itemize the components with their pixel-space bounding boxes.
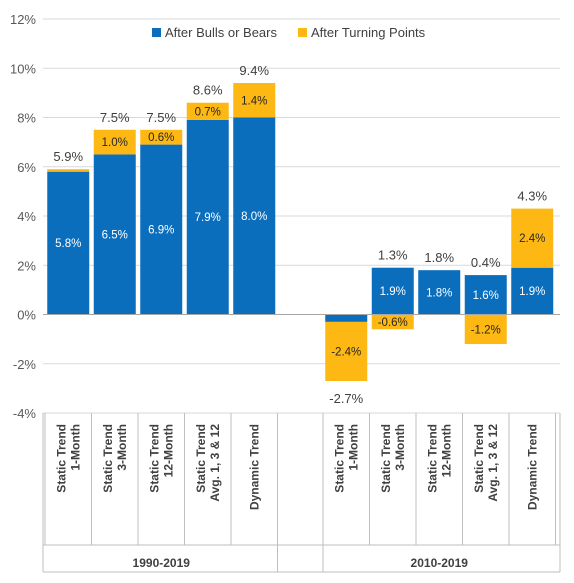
y-tick-label: 2%: [17, 258, 36, 273]
turning-points-value-label: 0.7%: [195, 106, 221, 118]
turning-points-value-label: -1.2%: [471, 324, 501, 336]
y-tick-label: 10%: [10, 61, 36, 76]
category-label: Static Trend: [194, 424, 208, 493]
turning-points-value-label: -0.6%: [378, 317, 408, 329]
bulls-or-bears-value-label: 6.9%: [148, 225, 174, 237]
category-label: Avg. 1, 3 & 12: [486, 424, 500, 502]
data-labels: 5.8% 5.9% 1.0% 6.5% 7.5% 0.6% 6.9% 7.5% 0.7% 7.9%…: [53, 63, 547, 406]
legend-swatch-after-turning-points: [298, 28, 307, 37]
bar-after-bulls-or-bears: [511, 267, 554, 315]
y-axis-ticks: -4% -2% 0% 2% 4% 6% 8% 10% 12%: [10, 12, 36, 421]
bar-after-turning-points: [511, 208, 554, 268]
category-label: 1-Month: [346, 424, 360, 471]
y-tick-label: 0%: [17, 308, 36, 323]
bulls-or-bears-value-label: 7.9%: [195, 212, 221, 224]
turning-points-value-label: 1.4%: [241, 95, 267, 107]
category-label: Static Trend: [101, 424, 115, 493]
category-label: Static Trend: [472, 424, 486, 493]
bar-after-turning-points: [186, 102, 229, 120]
category-label: Avg. 1, 3 & 12: [208, 424, 222, 502]
y-tick-label: -4%: [13, 406, 37, 421]
bar-after-bulls-or-bears: [371, 267, 414, 315]
turning-points-value-label: 2.4%: [519, 233, 545, 245]
bar-after-bulls-or-bears: [325, 314, 368, 322]
total-value-label: 7.5%: [100, 110, 130, 125]
total-value-label: 9.4%: [239, 63, 269, 78]
x-axis: Static Trend 1-Month Static Trend 3-Month St…: [42, 314, 561, 573]
bulls-or-bears-value-label: 8.0%: [241, 211, 267, 223]
y-tick-label: 4%: [17, 209, 36, 224]
bar-after-bulls-or-bears: [140, 144, 183, 315]
bar-after-bulls-or-bears: [47, 171, 90, 315]
legend-label-after-turning-points: After Turning Points: [311, 25, 426, 40]
category-label: Static Trend: [425, 424, 439, 493]
total-value-label: 1.8%: [424, 250, 454, 265]
category-label: 1-Month: [68, 424, 82, 471]
group-label: 1990-2019: [133, 556, 191, 570]
category-label: Dynamic Trend: [247, 424, 261, 510]
legend-swatch-after-bulls-or-bears: [152, 28, 161, 37]
bars: [47, 83, 554, 381]
y-tick-label: -2%: [13, 357, 37, 372]
turning-points-value-label: -2.4%: [331, 346, 361, 358]
y-tick-label: 8%: [17, 111, 36, 126]
category-label: 3-Month: [393, 424, 407, 471]
total-value-label: 7.5%: [146, 110, 176, 125]
bar-after-turning-points: [140, 129, 183, 145]
category-label: Static Trend: [54, 424, 68, 493]
bulls-or-bears-value-label: 1.6%: [473, 290, 499, 302]
bulls-or-bears-value-label: 1.8%: [426, 287, 452, 299]
bar-after-bulls-or-bears: [418, 270, 461, 315]
category-label: 3-Month: [115, 424, 129, 471]
total-value-label: 5.9%: [53, 149, 83, 164]
category-label: Static Trend: [147, 424, 161, 493]
bar-after-bulls-or-bears: [464, 275, 507, 315]
total-value-label: 8.6%: [193, 83, 223, 98]
bar-after-turning-points: [93, 129, 136, 155]
bar-after-turning-points: [371, 314, 414, 330]
bar-after-bulls-or-bears: [186, 119, 229, 315]
legend-label-after-bulls-or-bears: After Bulls or Bears: [165, 25, 277, 40]
bulls-or-bears-value-label: 6.5%: [102, 229, 128, 241]
y-tick-label: 6%: [17, 160, 36, 175]
category-label: 12-Month: [161, 424, 175, 477]
bar-after-turning-points: [325, 321, 368, 381]
turning-points-value-label: 1.0%: [102, 137, 128, 149]
category-label: Static Trend: [332, 424, 346, 493]
bar-after-turning-points: [47, 169, 90, 172]
bulls-or-bears-value-label: 1.9%: [380, 286, 406, 298]
category-label: Static Trend: [379, 424, 393, 493]
bulls-or-bears-value-label: 1.9%: [519, 286, 545, 298]
bulls-or-bears-value-label: 5.8%: [55, 238, 81, 250]
bar-after-bulls-or-bears: [233, 117, 276, 315]
bar-after-turning-points: [233, 83, 276, 118]
category-label: Dynamic Trend: [525, 424, 539, 510]
group-label: 2010-2019: [411, 556, 469, 570]
y-tick-label: 12%: [10, 12, 36, 27]
total-value-label: 1.3%: [378, 248, 408, 263]
bar-after-bulls-or-bears: [93, 154, 136, 315]
total-value-label: -2.7%: [329, 391, 363, 406]
category-label: 12-Month: [439, 424, 453, 477]
turning-points-value-label: 0.6%: [148, 132, 174, 144]
total-value-label: 4.3%: [517, 189, 547, 204]
legend: After Bulls or Bears After Turning Point…: [152, 25, 426, 40]
bar-after-turning-points: [464, 314, 507, 345]
total-value-label: 0.4%: [471, 255, 501, 270]
